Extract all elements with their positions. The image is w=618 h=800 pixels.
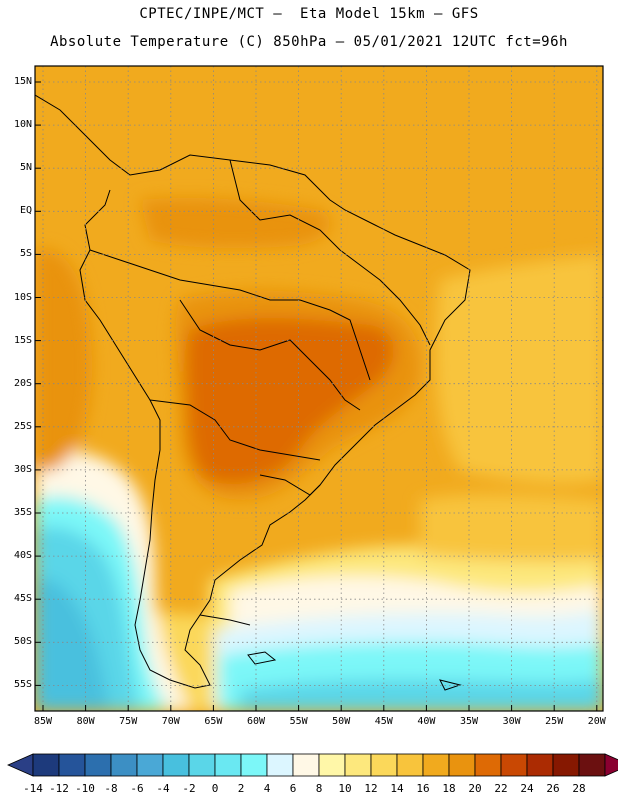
- lon-label-30W: 30W: [502, 716, 521, 727]
- colorbar: [7, 753, 618, 777]
- lon-label-80W: 80W: [76, 716, 95, 727]
- lon-label-35W: 35W: [459, 716, 479, 727]
- lat-label-10S: 10S: [13, 291, 32, 303]
- colorbar-swatch: [214, 753, 242, 777]
- colorbar-over-arrow: [604, 753, 618, 777]
- colorbar-label: 2: [237, 782, 245, 795]
- colorbar-swatch: [422, 753, 450, 777]
- lat-label-15N: 15N: [13, 76, 32, 87]
- lat-label-50S: 50S: [13, 636, 32, 648]
- lat-label-40S: 40S: [13, 550, 32, 562]
- colorbar-label: 18: [442, 782, 456, 795]
- colorbar-label: -10: [75, 782, 95, 795]
- colorbar-label: 24: [520, 782, 534, 795]
- colorbar-label: 10: [338, 782, 352, 795]
- lon-label-55W: 55W: [289, 716, 308, 727]
- colorbar-swatch: [84, 753, 112, 777]
- colorbar-label: 28: [572, 782, 586, 795]
- colorbar-swatch: [240, 753, 268, 777]
- colorbar-swatch: [136, 753, 164, 777]
- lat-label-35S: 35S: [13, 507, 32, 518]
- lon-label-20W: 20W: [587, 716, 606, 727]
- lat-label-15S: 15S: [13, 334, 32, 346]
- title-line-2: Absolute Temperature (C) 850hPa – 05/01/…: [50, 34, 568, 50]
- colorbar-label: -2: [182, 782, 196, 795]
- colorbar-swatch: [318, 753, 346, 777]
- colorbar-swatch: [396, 753, 424, 777]
- colorbar-swatch: [370, 753, 398, 777]
- colorbar-label: -6: [130, 782, 144, 795]
- lat-label-10N: 10N: [13, 119, 32, 131]
- colorbar-label: 20: [468, 782, 482, 795]
- colorbar-label: -8: [104, 782, 118, 795]
- lat-label-55S: 55S: [13, 679, 32, 691]
- colorbar-swatch: [110, 753, 138, 777]
- colorbar-swatch: [162, 753, 190, 777]
- colorbar-swatch: [32, 753, 60, 777]
- lon-label-65W: 65W: [204, 716, 223, 727]
- colorbar-swatch: [552, 753, 580, 777]
- lon-label-50W: 50W: [332, 716, 351, 727]
- lat-label-45S: 45S: [13, 593, 32, 605]
- lat-label-20S: 20S: [13, 377, 32, 389]
- colorbar-under-arrow: [7, 753, 34, 777]
- coastlines: [35, 94, 471, 691]
- lat-label-25S: 25S: [13, 420, 32, 432]
- colorbar-swatch: [578, 753, 606, 777]
- title-line-1: CPTEC/INPE/MCT – Eta Model 15km – GFS: [139, 6, 479, 22]
- colorbar-swatch: [58, 753, 86, 777]
- colorbar-label: 26: [546, 782, 560, 795]
- colorbar-label: 12: [364, 782, 378, 795]
- colorbar-label: 8: [315, 782, 323, 795]
- lat-label-EQ: EQ: [19, 205, 32, 217]
- colorbar-swatch: [292, 753, 320, 777]
- temperature-field: [35, 66, 603, 711]
- colorbar-label: -14: [23, 782, 43, 795]
- lon-label-45W: 45W: [374, 716, 393, 727]
- colorbar-swatch: [448, 753, 476, 777]
- colorbar-label: 16: [416, 782, 430, 795]
- colorbar-swatch: [474, 753, 502, 777]
- colorbar-swatch: [344, 753, 372, 777]
- colorbar-swatch: [266, 753, 294, 777]
- colorbar-label: -4: [156, 782, 170, 795]
- colorbar-swatch: [188, 753, 216, 777]
- colorbar-label: 0: [211, 782, 219, 795]
- lon-label-85W: 85W: [33, 716, 53, 727]
- lon-label-60W: 60W: [246, 716, 266, 727]
- colorbar-label: -12: [49, 782, 69, 795]
- lat-label-5S: 5S: [19, 248, 32, 260]
- map-frame: [34, 65, 604, 712]
- lon-label-40W: 40W: [417, 716, 436, 727]
- colorbar-swatch: [526, 753, 554, 777]
- colorbar-label: 6: [289, 782, 297, 795]
- colorbar-label: 22: [494, 782, 508, 795]
- lat-label-30S: 30S: [13, 463, 32, 475]
- colorbar-label: 4: [263, 782, 271, 795]
- lon-label-25W: 25W: [545, 716, 564, 727]
- colorbar-swatch: [500, 753, 528, 777]
- colorbar-label: 14: [390, 782, 404, 795]
- lon-label-70W: 70W: [161, 716, 180, 727]
- lat-label-5N: 5N: [19, 162, 32, 174]
- grid: [35, 66, 603, 711]
- lon-label-75W: 75W: [119, 716, 138, 727]
